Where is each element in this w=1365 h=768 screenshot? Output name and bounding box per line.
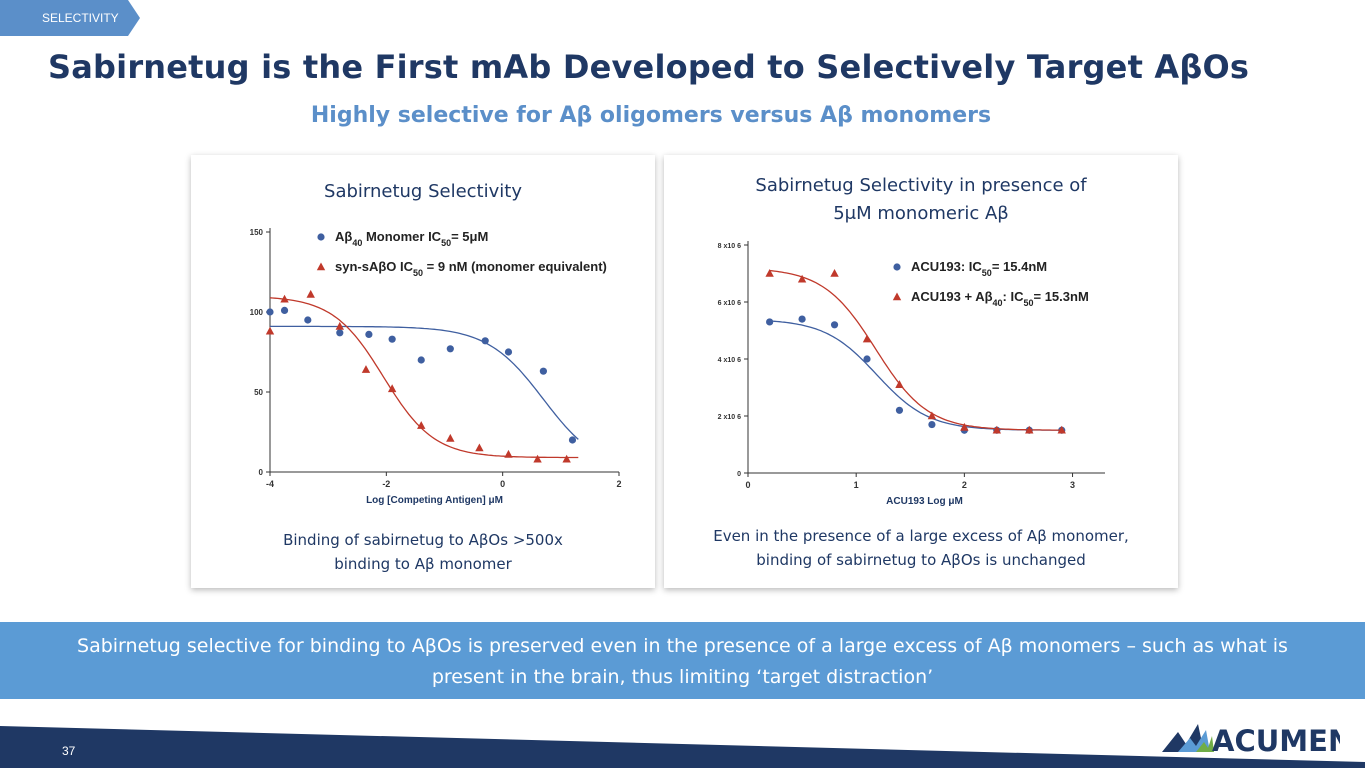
y-tick-label: 0 — [737, 471, 741, 478]
page-title: Sabirnetug is the First mAb Developed to… — [48, 48, 1250, 86]
x-tick-label: 2 — [616, 479, 621, 489]
legend-label-2: ACU193 + Aβ40: IC50= 15.3nM — [911, 289, 1089, 308]
y-tick-label: 4 x10 6 — [718, 357, 741, 364]
legend-label-1: Aβ40 Monomer IC50= 5μM — [335, 229, 488, 248]
page-subtitle: Highly selective for Aβ oligomers versus… — [310, 103, 992, 128]
series-1-point — [336, 329, 344, 337]
series-1-point — [446, 345, 454, 353]
x-tick-label: 0 — [745, 480, 750, 490]
series-1-point — [266, 308, 274, 316]
acumen-logo: ACUMEN — [1162, 724, 1340, 754]
series-2-point — [533, 454, 542, 463]
section-tag: SELECTIVITY — [0, 0, 140, 36]
chart2-title-line2: 5μM monomeric Aβ — [833, 203, 1009, 224]
series-2-point — [306, 289, 315, 298]
series-2-point — [446, 433, 455, 442]
summary-line2: present in the brain, thus limiting ‘tar… — [431, 666, 934, 688]
chart2-caption-line2: binding of sabirnetug to AβOs is unchang… — [756, 551, 1086, 569]
series-2-fit-curve — [769, 269, 1062, 431]
y-tick-label: 100 — [250, 308, 264, 317]
series-2-point — [927, 411, 937, 420]
series-1-point — [481, 337, 489, 345]
chart-panel-selectivity: Sabirnetug Selectivity -4 -2 0 2 0 50 100 150 Lo… — [191, 155, 655, 588]
series-1-point — [928, 420, 936, 429]
y-tick-label: 0 — [259, 468, 264, 477]
y-tick-label: 2 x10 6 — [718, 414, 741, 421]
chart1-title: Sabirnetug Selectivity — [324, 181, 522, 202]
legend-marker-1 — [893, 263, 901, 271]
series-1-point — [388, 335, 396, 343]
series-1-point — [539, 367, 547, 375]
series-2-point — [280, 294, 289, 303]
legend-label-2: syn-sAβO IC50 = 9 nM (monomer equivalent… — [335, 259, 607, 278]
x-axis-label: Log [Competing Antigen] μM — [366, 495, 503, 506]
series-1-point — [895, 406, 904, 414]
series-1-fit-curve — [769, 320, 1062, 431]
series-2-point — [387, 384, 397, 393]
x-tick-label: -2 — [382, 479, 390, 489]
series-2-point — [335, 321, 344, 330]
y-tick-label: 50 — [254, 388, 263, 397]
legend-marker-2 — [316, 262, 326, 271]
series-2-point — [1025, 425, 1034, 434]
series-2-point — [895, 380, 904, 388]
series-1-point — [766, 318, 774, 326]
x-tick-label: 2 — [962, 480, 967, 490]
chart2-svg: 0 1 2 3 0 2 x10 6 4 x10 6 6 x10 6 8 x10 6 ACU193 … — [718, 241, 1105, 507]
series-2-point — [960, 422, 969, 431]
series-1-point — [568, 436, 577, 444]
series-2-point — [765, 269, 774, 277]
series-1-point — [798, 315, 806, 323]
x-tick-label: 1 — [854, 480, 859, 490]
series-2-point — [417, 421, 426, 429]
series-2-point — [830, 269, 839, 277]
chart1-svg: -4 -2 0 2 0 50 100 150 Log [Competing Antigen] μ… — [250, 228, 622, 506]
legend-marker-1 — [317, 233, 325, 241]
x-tick-label: 0 — [500, 479, 505, 489]
series-1-point — [365, 330, 373, 338]
chart2-caption-line1: Even in the presence of a large excess o… — [713, 527, 1129, 545]
chart-panel-selectivity-monomer: Sabirnetug Selectivity in presence of 5μ… — [664, 155, 1178, 588]
y-tick-label: 8 x10 6 — [718, 243, 741, 250]
x-tick-label: -4 — [266, 479, 274, 489]
series-2-fit-curve — [269, 297, 579, 459]
legend-marker-2 — [892, 292, 902, 301]
series-2-point — [797, 274, 807, 283]
page-number: 37 — [62, 744, 76, 758]
series-2-point — [504, 449, 513, 458]
chart1-caption-line2: binding to Aβ monomer — [334, 555, 512, 573]
x-tick-label: 3 — [1070, 480, 1075, 490]
legend-label-1: ACU193: IC50= 15.4nM — [911, 259, 1047, 278]
logo-text: ACUMEN — [1212, 724, 1340, 754]
series-1-point — [417, 356, 425, 364]
series-1-fit-curve — [270, 325, 579, 440]
series-1-point — [830, 321, 839, 329]
summary-line1: Sabirnetug selective for binding to AβOs… — [77, 635, 1288, 657]
series-1-point — [280, 306, 289, 314]
series-2-point — [1057, 425, 1066, 434]
chart2-title-line1: Sabirnetug Selectivity in presence of — [755, 175, 1087, 196]
chart1-caption-line1: Binding of sabirnetug to AβOs >500x — [283, 531, 563, 549]
x-axis-label: ACU193 Log μM — [886, 496, 963, 507]
series-2-point — [562, 454, 571, 463]
y-tick-label: 6 x10 6 — [718, 300, 741, 307]
series-2-point — [361, 365, 371, 373]
series-2-point — [992, 425, 1002, 434]
series-2-point — [475, 443, 484, 452]
series-2-point — [862, 334, 872, 343]
y-tick-label: 150 — [250, 228, 264, 237]
summary-banner: Sabirnetug selective for binding to AβOs… — [0, 622, 1365, 699]
series-1-point — [304, 316, 312, 324]
series-1-point — [504, 348, 513, 356]
series-2-point — [265, 326, 275, 335]
series-1-point — [863, 355, 871, 363]
